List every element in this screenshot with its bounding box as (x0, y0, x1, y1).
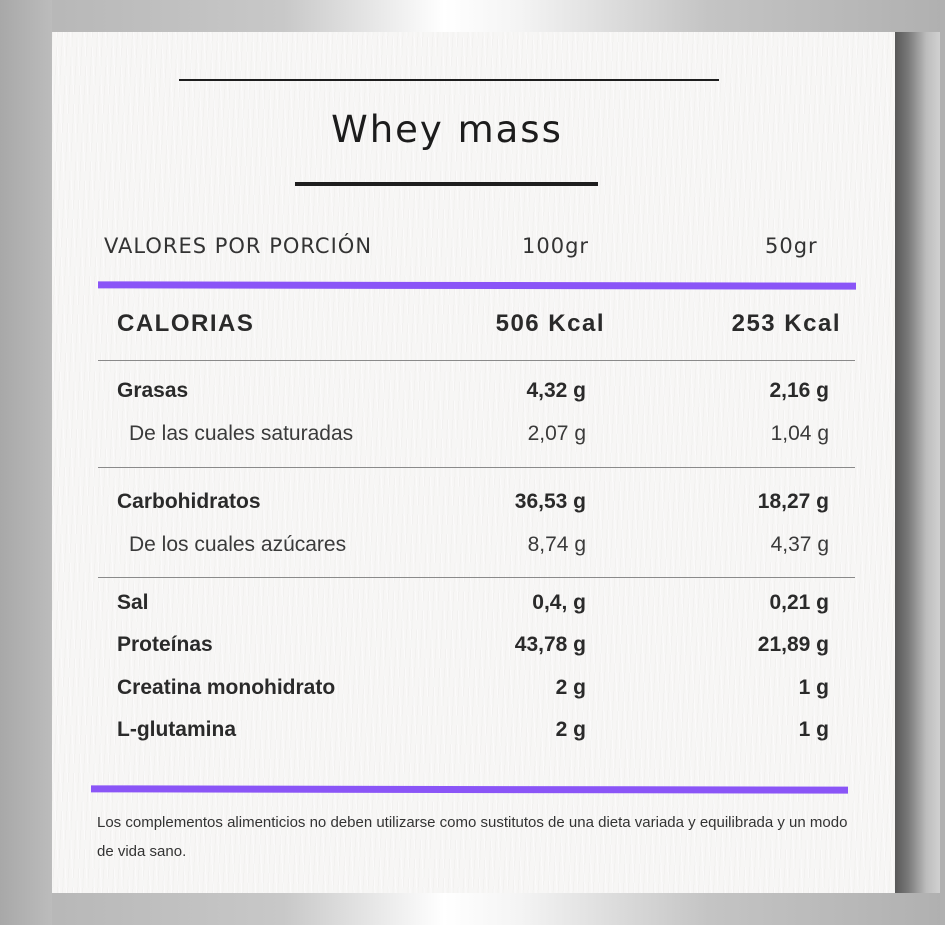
disclaimer-text: Los complementos alimenticios no deben u… (97, 814, 848, 860)
nutrient-50gr: 21,89 g (757, 633, 829, 656)
nutrient-label: Creatina monohidrato (117, 676, 336, 699)
header-label: VALORES POR PORCIÓN (104, 234, 373, 258)
card-shadow (895, 32, 940, 893)
nutrition-label-card: Whey mass VALORES POR PORCIÓN 100gr 50gr… (52, 32, 895, 893)
nutrient-label: L-glutamina (117, 718, 236, 741)
nutrient-50gr: 1 g (798, 718, 829, 741)
nutrient-50gr: 2,16 g (769, 379, 829, 402)
nutrient-50gr: 18,27 g (757, 490, 829, 513)
accent-divider-top (97, 281, 857, 290)
nutrient-label: De los cuales azúcares (129, 533, 347, 556)
nutrient-100gr: 36,53 g (514, 490, 586, 513)
background-frame (0, 0, 52, 925)
nutrient-50gr: 1,04 g (770, 422, 829, 445)
title-top-divider (179, 79, 719, 81)
nutrient-50gr: 0,21 g (769, 591, 829, 614)
nutrient-label: De las cuales saturadas (129, 422, 354, 445)
nutrient-100gr: 2 g (555, 718, 586, 741)
calories-50gr: 253 Kcal (731, 310, 841, 337)
header-col-100gr: 100gr (522, 234, 590, 258)
nutrient-label: Carbohidratos (117, 490, 261, 513)
title-bottom-divider (295, 182, 598, 186)
nutrient-100gr: 8,74 g (527, 533, 586, 556)
section-divider (98, 467, 855, 468)
product-title: Whey mass (331, 108, 563, 151)
nutrient-100gr: 0,4, g (532, 591, 586, 614)
header-col-50gr: 50gr (765, 234, 818, 258)
nutrient-50gr: 1 g (798, 676, 829, 699)
nutrient-50gr: 4,37 g (770, 533, 829, 556)
nutrient-100gr: 2,07 g (527, 422, 586, 445)
nutrient-100gr: 4,32 g (526, 379, 586, 402)
nutrient-100gr: 43,78 g (514, 633, 586, 656)
section-divider (98, 577, 855, 578)
calories-label: CALORIAS (117, 310, 255, 337)
table-header: VALORES POR PORCIÓN 100gr 50gr (52, 234, 895, 264)
nutrient-label: Proteínas (117, 633, 213, 656)
accent-divider-bottom (90, 785, 849, 794)
calories-100gr: 506 Kcal (495, 310, 605, 337)
section-divider (98, 360, 855, 361)
nutrient-label: Grasas (117, 379, 189, 402)
nutrient-label: Sal (117, 591, 149, 614)
nutrient-100gr: 2 g (555, 676, 586, 699)
